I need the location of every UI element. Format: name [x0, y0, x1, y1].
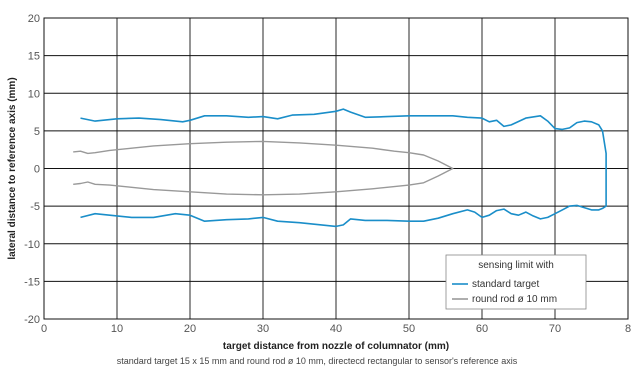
x-tick-label: 70	[549, 323, 561, 335]
y-tick-label: -10	[24, 239, 40, 251]
series-group	[73, 108, 607, 228]
y-tick-label: 0	[34, 164, 40, 176]
grid	[44, 18, 628, 319]
x-tick-label: 0	[41, 323, 47, 335]
x-tick-label: 60	[476, 323, 488, 335]
y-tick-label: 10	[28, 88, 40, 100]
x-tick-label: 30	[257, 323, 269, 335]
x-tick-label: 10	[111, 323, 123, 335]
x-tick-label: 50	[403, 323, 415, 335]
x-tick-label: 8	[625, 323, 631, 335]
plot-border	[43, 17, 629, 320]
legend-entry-round-rod: round rod ø 10 mm	[472, 294, 557, 305]
legend-title: sensing limit with	[478, 260, 554, 271]
y-tick-label: -15	[24, 276, 40, 288]
y-tick-label: 20	[28, 13, 40, 25]
y-tick-label: 5	[34, 126, 40, 138]
chart-caption: standard target 15 x 15 mm and round rod…	[117, 356, 518, 366]
legend: sensing limit with standard target round…	[445, 254, 587, 310]
series-line-round-rod	[73, 140, 454, 196]
y-tick-label: 15	[28, 51, 40, 63]
legend-box	[445, 254, 587, 310]
x-tick-label: 20	[184, 323, 196, 335]
x-tick-label: 40	[330, 323, 342, 335]
series-line-standard-target	[80, 108, 607, 228]
x-axis-label: target distance from nozzle of columnato…	[223, 341, 449, 352]
y-tick-label: -5	[30, 201, 40, 213]
y-axis-label: lateral distance to reference axis (mm)	[7, 77, 18, 259]
y-tick-label: -20	[24, 314, 40, 326]
legend-entry-standard-target: standard target	[472, 279, 539, 290]
